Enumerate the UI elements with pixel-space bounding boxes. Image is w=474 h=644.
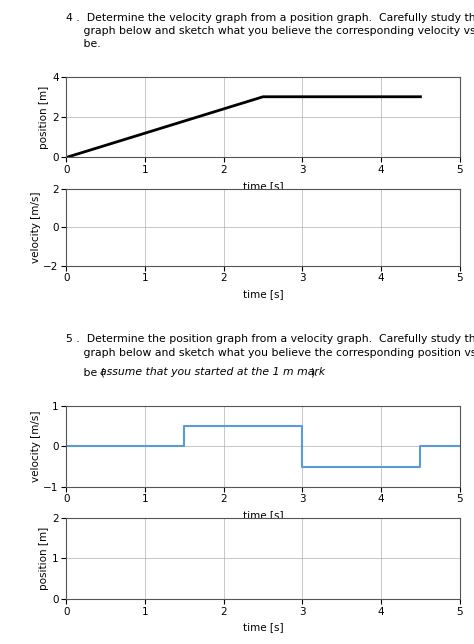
X-axis label: time [s]: time [s] <box>243 289 283 299</box>
Text: 4 .  Determine the velocity graph from a position graph.  Carefully study the po: 4 . Determine the velocity graph from a … <box>66 13 474 50</box>
X-axis label: time [s]: time [s] <box>243 180 283 191</box>
Y-axis label: position [m]: position [m] <box>39 86 49 149</box>
Y-axis label: velocity [m/s]: velocity [m/s] <box>30 410 41 482</box>
Y-axis label: velocity [m/s]: velocity [m/s] <box>30 191 41 263</box>
Text: 5 .  Determine the position graph from a velocity graph.  Carefully study the ve: 5 . Determine the position graph from a … <box>66 334 474 357</box>
Text: be (: be ( <box>66 367 105 377</box>
X-axis label: time [s]: time [s] <box>243 510 283 520</box>
Text: assume that you started at the 1 m mark: assume that you started at the 1 m mark <box>100 367 325 377</box>
Text: ).: ). <box>310 367 318 377</box>
Y-axis label: position [m]: position [m] <box>39 527 49 590</box>
X-axis label: time [s]: time [s] <box>243 622 283 632</box>
